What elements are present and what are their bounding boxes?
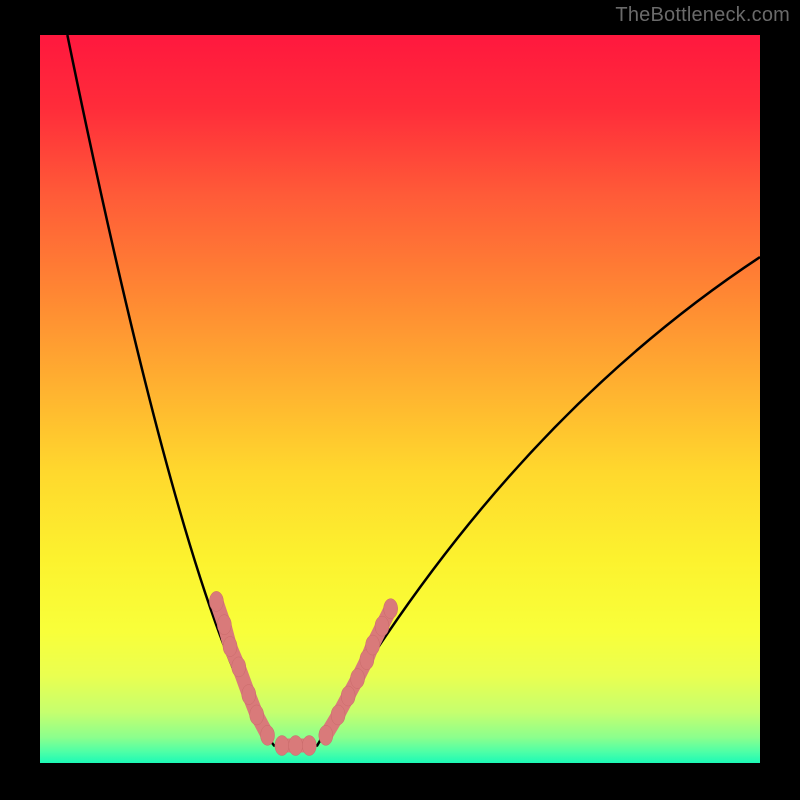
watermark-text: TheBottleneck.com — [615, 4, 790, 27]
chart-container: TheBottleneck.com — [0, 0, 800, 800]
plot-area — [40, 35, 760, 763]
marker-point — [366, 635, 380, 655]
marker-point — [242, 685, 256, 705]
marker-point — [302, 736, 316, 756]
marker-point — [223, 637, 237, 657]
marker-point — [331, 705, 345, 725]
marker-point — [384, 599, 398, 619]
marker-point — [209, 591, 223, 611]
marker-point — [341, 686, 355, 706]
gradient-background — [40, 35, 760, 763]
marker-point — [289, 736, 303, 756]
marker-point — [275, 736, 289, 756]
chart-svg — [40, 35, 760, 763]
marker-point — [232, 657, 246, 677]
marker-point — [375, 616, 389, 636]
marker-point — [261, 725, 275, 745]
marker-point — [217, 615, 231, 635]
marker-point — [250, 705, 264, 725]
marker-point — [319, 725, 333, 745]
marker-point — [351, 669, 365, 689]
